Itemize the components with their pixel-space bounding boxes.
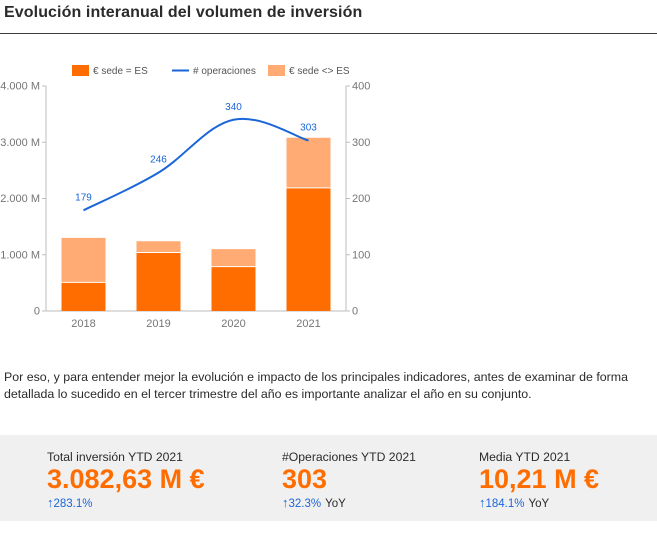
body-paragraph: Por eso, y para entender mejor la evoluc… (4, 370, 629, 401)
left-tick-label: 3.000 M (0, 137, 40, 149)
legend-sede-not-es-label: € sede <> ES (289, 66, 350, 77)
kpi-average: Media YTD 2021 10,21 M € ↑184.1% YoY (479, 450, 599, 510)
legend-operaciones-label: # operaciones (193, 66, 256, 77)
bar-sede-not-es (211, 249, 256, 267)
investment-chart: 0 1.000 M 2.000 M 3.000 M 4.000 M 0 100 200 300 4… (0, 65, 370, 330)
legend-sede-es-label: € sede = ES (93, 66, 148, 77)
right-tick-label: 0 (352, 306, 358, 318)
kpi-delta-suffix: YoY (528, 498, 550, 510)
bar-sede-es (136, 252, 181, 311)
arrow-up-icon: ↑ (282, 495, 289, 510)
left-tick-label: 0 (34, 306, 40, 318)
kpi-delta-value: 32.3% (288, 498, 322, 510)
kpi-delta-suffix: YoY (325, 498, 346, 510)
x-tick-label: 2020 (221, 318, 245, 330)
kpi-label: Media YTD 2021 (479, 450, 571, 464)
bar-sede-not-es (286, 137, 331, 188)
bar-sede-es (211, 266, 256, 311)
bar-sede-not-es (136, 241, 181, 253)
arrow-up-icon: ↑ (479, 495, 486, 510)
legend-sede-es-swatch (72, 65, 89, 76)
kpi-value: 10,21 M € (479, 464, 600, 494)
left-tick-label: 4.000 M (0, 81, 40, 93)
kpi-delta: ↑283.1% (47, 495, 205, 510)
kpi-delta: ↑32.3% YoY (282, 495, 416, 510)
kpi-delta: ↑184.1% YoY (479, 495, 599, 510)
page-title: Evolución interanual del volumen de inve… (4, 4, 363, 21)
line-data-label: 303 (300, 123, 317, 134)
bar-sede-es (61, 282, 106, 311)
left-tick-label: 2.000 M (0, 193, 40, 205)
bar-sede-es (286, 187, 331, 311)
line-data-label: 246 (150, 155, 167, 166)
kpi-label: #Operaciones YTD 2021 (282, 450, 416, 464)
left-tick-label: 1.000 M (0, 249, 40, 261)
line-operaciones (83, 117, 309, 212)
kpi-total-investment: Total inversión YTD 2021 3.082,63 M € ↑2… (47, 450, 205, 510)
title-divider (0, 33, 657, 34)
kpi-label: Total inversión YTD 2021 (47, 450, 183, 464)
x-tick-label: 2019 (146, 318, 170, 330)
kpi-delta-value: 283.1% (53, 498, 93, 510)
x-tick-label: 2018 (71, 318, 95, 330)
kpi-value: 3.082,63 M € (47, 464, 205, 494)
line-data-label: 179 (75, 192, 92, 203)
kpi-panel: Total inversión YTD 2021 3.082,63 M € ↑2… (0, 435, 657, 521)
bar-sede-not-es (61, 237, 106, 283)
right-tick-label: 100 (352, 249, 370, 261)
right-tick-label: 400 (352, 81, 370, 93)
kpi-operations: #Operaciones YTD 2021 303 ↑32.3% YoY (282, 450, 416, 510)
line-data-label: 340 (225, 102, 242, 113)
x-tick-label: 2021 (296, 318, 320, 330)
right-tick-label: 300 (352, 137, 370, 149)
right-tick-label: 200 (352, 193, 370, 205)
arrow-up-icon: ↑ (47, 495, 54, 510)
kpi-delta-value: 184.1% (485, 498, 525, 510)
legend-sede-not-es-swatch (268, 65, 285, 76)
kpi-value: 303 (282, 464, 328, 494)
